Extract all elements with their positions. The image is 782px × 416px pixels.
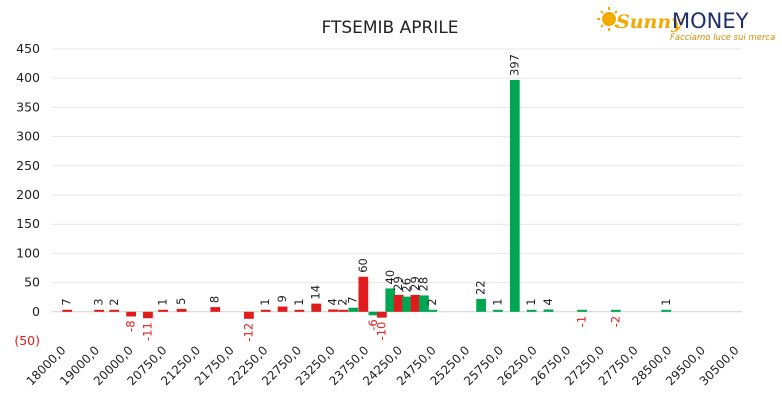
bar (143, 311, 153, 319)
bar (109, 309, 120, 312)
bar (476, 298, 487, 312)
y-tick-label: 50 (24, 275, 40, 290)
y-tick-label: 200 (16, 187, 40, 202)
data-labels: 7 3 2-8 -111 5 8 1-129 11442760-6-1040292629282… (60, 54, 673, 342)
bar (358, 276, 369, 312)
data-label: 4 (541, 298, 555, 305)
data-label: 397 (507, 54, 521, 76)
y-tick-label: (50) (14, 333, 40, 348)
data-label: 1 (524, 298, 538, 305)
bars (62, 79, 672, 319)
gridlines (52, 48, 742, 313)
data-label: 1 (292, 298, 306, 305)
data-label: 22 (474, 280, 488, 295)
data-label: 29 (408, 276, 422, 291)
chart-title: FTSEMIB APRILE (321, 18, 458, 38)
bar (126, 311, 136, 317)
bar (376, 311, 387, 318)
bar (661, 309, 672, 312)
bar (410, 294, 421, 312)
y-tick-label: 150 (16, 216, 40, 231)
data-label: 2 (107, 298, 121, 305)
bar (62, 309, 73, 312)
data-label: 60 (356, 258, 370, 273)
data-label: 4 (326, 298, 340, 305)
data-label: 2 (425, 298, 439, 305)
data-label: -6 (366, 319, 380, 330)
data-label: 2 (336, 298, 350, 305)
data-label: 3 (92, 298, 106, 305)
data-label: 1 (258, 298, 272, 305)
bar (158, 309, 168, 312)
y-tick-label: 0 (32, 304, 40, 319)
data-label: 29 (391, 276, 405, 291)
bar (210, 307, 221, 312)
bar (311, 303, 322, 312)
data-label: -12 (241, 323, 255, 342)
data-label: 9 (275, 295, 289, 302)
data-label: 8 (208, 296, 222, 303)
brand-money: MONEY (672, 9, 749, 33)
data-label: 14 (309, 285, 323, 300)
y-tick-label: 100 (16, 245, 40, 260)
y-axis: (50) 0 50 100 150 200 250 300 350 400 450 (14, 41, 40, 348)
bar (244, 311, 254, 319)
bar (368, 311, 379, 316)
data-label: 1 (156, 298, 170, 305)
bar (385, 288, 396, 312)
data-label: 1 (659, 298, 673, 305)
bar (328, 309, 338, 312)
data-label: 5 (174, 298, 188, 305)
bar (176, 308, 187, 312)
bar (338, 309, 349, 312)
y-tick-label: 250 (16, 158, 40, 173)
brand-sunny: Sunny (616, 11, 684, 33)
bar (402, 296, 412, 312)
brand-logo: Sunny MONEY Facciamo luce sui mercati (597, 7, 776, 43)
data-label: 28 (416, 277, 430, 292)
bar (610, 309, 621, 312)
sun-icon (597, 7, 621, 31)
data-label: 7 (346, 296, 360, 303)
bar (577, 309, 588, 312)
bar (509, 79, 520, 312)
bar (94, 309, 105, 312)
data-label: -2 (608, 316, 622, 327)
data-label: 40 (383, 270, 397, 285)
y-tick-label: 400 (16, 70, 40, 85)
data-label: -10 (374, 322, 388, 341)
data-label: -11 (140, 322, 154, 341)
x-axis: 18000,019000,020000,020750,021250,021750… (24, 343, 742, 388)
bar (393, 294, 404, 312)
data-label: -1 (575, 316, 589, 327)
bar (294, 309, 305, 312)
bar (427, 309, 438, 312)
bar (493, 309, 503, 312)
data-label: 7 (60, 298, 74, 305)
bar (260, 309, 271, 312)
bar (348, 307, 359, 312)
bar (543, 309, 554, 312)
bar (277, 306, 288, 312)
bar (419, 295, 429, 312)
data-label: -8 (124, 320, 138, 331)
y-tick-label: 350 (16, 99, 40, 114)
bar (526, 309, 537, 312)
data-label: 1 (490, 298, 504, 305)
brand-tagline: Facciamo luce sui mercati (670, 33, 776, 43)
y-tick-label: 450 (16, 41, 40, 56)
data-label: 26 (400, 278, 414, 293)
y-tick-label: 300 (16, 129, 40, 144)
